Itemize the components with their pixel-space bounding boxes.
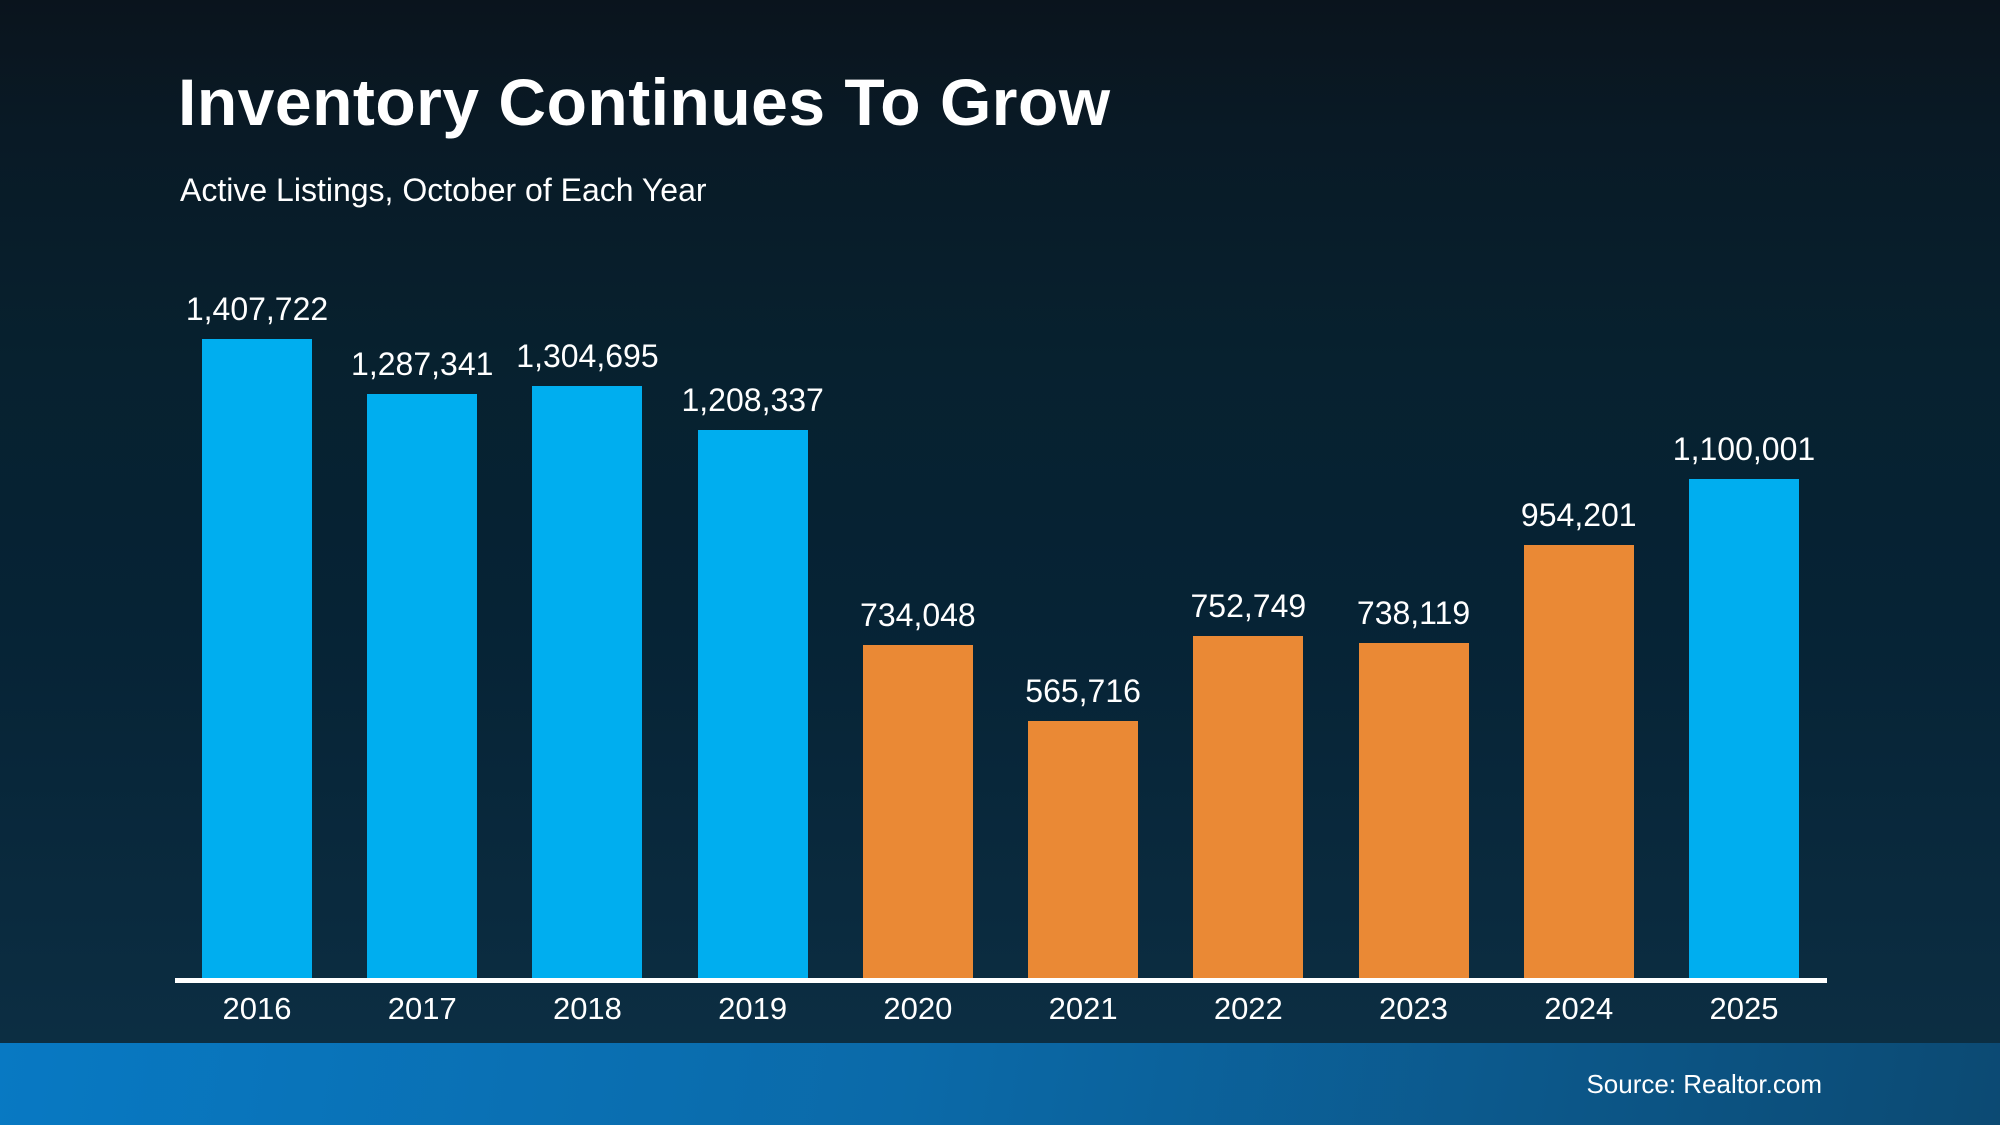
bar-cell-2022: 752,749	[1190, 587, 1307, 978]
x-axis-line	[175, 978, 1827, 983]
bars-row: 1,407,722 1,287,341 1,304,695 1,208,337 734,…	[186, 291, 1815, 978]
bar-2018	[532, 386, 643, 978]
bar-2019	[697, 430, 808, 978]
year-label-2022: 2022	[1213, 991, 1283, 1026]
bar-2016	[202, 339, 312, 978]
bar-cell-2017: 1,287,341	[351, 346, 493, 978]
bar-value-label-2019: 1,208,337	[681, 381, 824, 418]
source-attribution: Source: Realtor.com	[1586, 1069, 1822, 1099]
bar-cell-2023: 738,119	[1356, 594, 1471, 978]
chart-subtitle: Active Listings, October of Each Year	[180, 172, 707, 208]
bar-value-label-2025: 1,100,001	[1672, 430, 1816, 467]
bar-2022	[1193, 636, 1304, 978]
year-label-2023: 2023	[1379, 991, 1449, 1026]
bar-2020	[862, 645, 973, 978]
bar-2023	[1358, 643, 1469, 978]
bar-value-label-2017: 1,287,341	[351, 345, 494, 382]
bar-cell-2020: 734,048	[860, 596, 976, 978]
bar-cell-2024: 954,201	[1520, 496, 1637, 978]
year-label-2016: 2016	[222, 991, 292, 1026]
bar-value-label-2018: 1,304,695	[516, 337, 659, 374]
bar-value-label-2021: 565,716	[1025, 672, 1141, 709]
bar-2025	[1688, 479, 1799, 978]
bar-cell-2016: 1,407,722	[186, 291, 328, 978]
year-label-2019: 2019	[718, 991, 788, 1026]
bar-2021	[1028, 721, 1139, 978]
bar-value-label-2024: 954,201	[1520, 496, 1637, 533]
year-label-2024: 2024	[1544, 991, 1614, 1026]
x-axis-labels: 2016 2017 2018 2019 2020 2021 2022 2023 2024 2025	[202, 991, 1799, 1027]
bar-value-label-2023: 738,119	[1356, 594, 1471, 631]
bar-cell-2019: 1,208,337	[681, 382, 824, 978]
bar-cell-2018: 1,304,695	[516, 338, 659, 978]
bar-cell-2025: 1,100,001	[1673, 431, 1815, 978]
year-label-2018: 2018	[552, 991, 622, 1026]
bar-cell-2021: 565,716	[1025, 672, 1141, 978]
year-label-2021: 2021	[1048, 991, 1118, 1026]
chart-title: Inventory Continues To Grow	[178, 65, 1111, 139]
bar-value-label-2022: 752,749	[1190, 587, 1307, 624]
year-label-2020: 2020	[883, 991, 953, 1026]
bar-value-label-2020: 734,048	[860, 596, 976, 633]
year-label-2025: 2025	[1709, 991, 1779, 1026]
year-label-2017: 2017	[387, 991, 457, 1026]
bar-2024	[1523, 545, 1634, 978]
footer-bar	[0, 1043, 2000, 1125]
bar-2017	[367, 394, 478, 978]
bar-value-label-2016: 1,407,722	[185, 290, 329, 327]
